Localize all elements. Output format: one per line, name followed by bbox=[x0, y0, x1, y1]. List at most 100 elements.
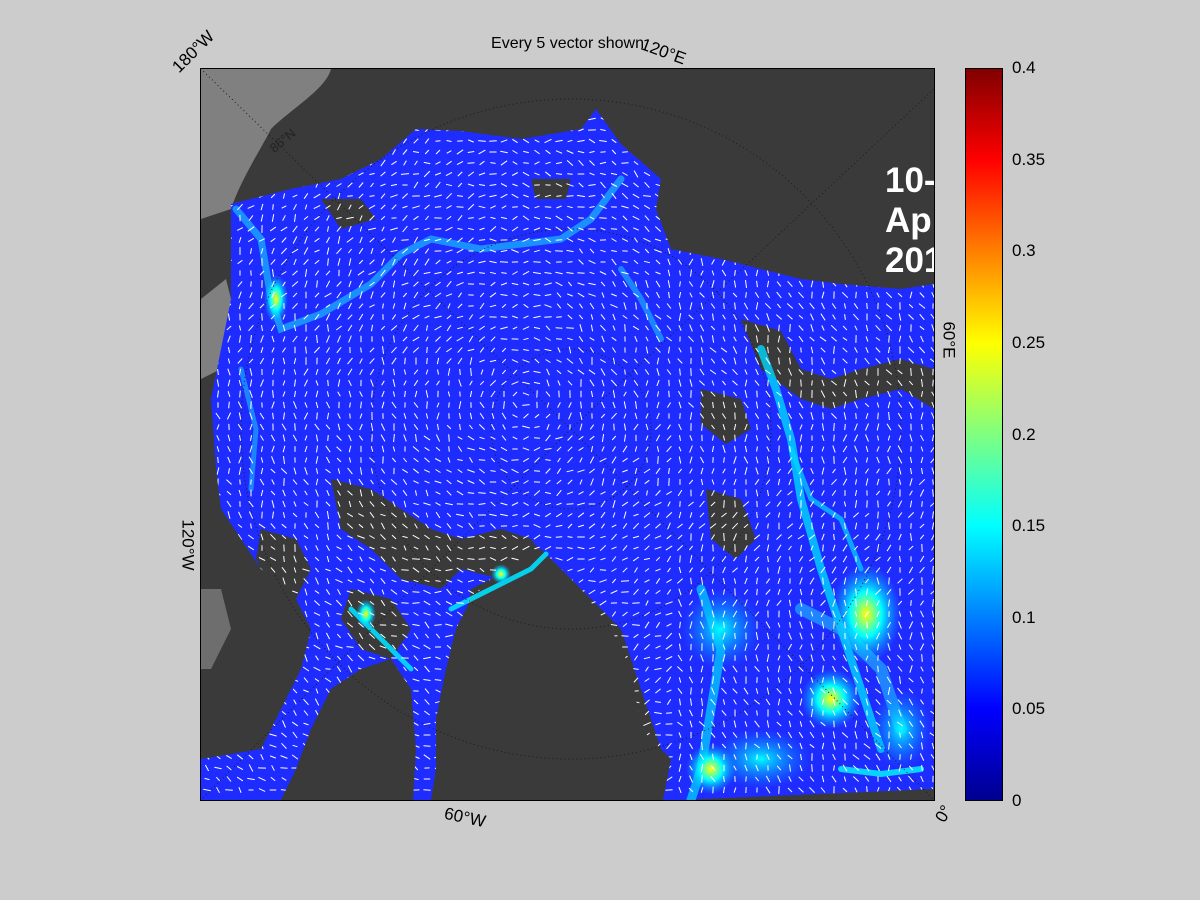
drift-vector bbox=[247, 205, 255, 209]
drift-vector bbox=[666, 578, 672, 584]
drift-vector bbox=[633, 170, 639, 178]
drift-vector bbox=[566, 491, 574, 495]
drift-vector bbox=[809, 720, 815, 728]
drift-vector bbox=[920, 511, 924, 519]
drift-vector bbox=[445, 579, 453, 583]
drift-vector bbox=[424, 480, 430, 484]
drift-vector bbox=[930, 456, 934, 464]
drift-vector bbox=[590, 390, 594, 398]
drift-vector bbox=[601, 468, 605, 474]
drift-vector bbox=[720, 347, 728, 353]
drift-vector bbox=[711, 556, 715, 562]
drift-vector bbox=[357, 589, 365, 595]
drift-vector bbox=[843, 501, 847, 507]
drift-vector bbox=[853, 303, 859, 309]
drift-vector bbox=[271, 357, 275, 365]
drift-vector bbox=[929, 732, 934, 738]
drift-vector bbox=[456, 160, 464, 166]
drift-vector bbox=[544, 545, 552, 551]
drift-vector bbox=[500, 282, 508, 286]
drift-vector bbox=[612, 500, 616, 508]
drift-vector bbox=[272, 369, 274, 375]
drift-vector bbox=[283, 456, 285, 464]
drift-vector bbox=[238, 412, 242, 420]
drift-vector bbox=[931, 391, 934, 397]
drift-vector bbox=[326, 247, 330, 255]
drift-vector bbox=[512, 326, 518, 330]
drift-vector bbox=[336, 655, 342, 661]
drift-vector bbox=[522, 370, 530, 374]
drift-vector bbox=[390, 227, 398, 231]
drift-vector bbox=[679, 743, 681, 749]
drift-vector bbox=[722, 468, 726, 474]
drift-vector bbox=[744, 764, 748, 772]
drift-vector bbox=[490, 281, 496, 287]
drift-vector bbox=[447, 303, 451, 309]
drift-vector bbox=[292, 194, 298, 198]
drift-vector bbox=[478, 503, 486, 505]
drift-vector bbox=[777, 335, 781, 343]
drift-vector bbox=[644, 611, 650, 617]
drift-vector bbox=[931, 401, 934, 409]
drift-vector bbox=[886, 566, 892, 574]
drift-vector bbox=[402, 523, 408, 529]
drift-vector bbox=[621, 501, 629, 507]
drift-vector bbox=[214, 766, 222, 770]
drift-vector bbox=[456, 567, 464, 573]
drift-vector bbox=[756, 423, 758, 431]
drift-vector bbox=[260, 390, 264, 398]
drift-vector bbox=[656, 303, 660, 309]
drift-vector bbox=[434, 315, 442, 319]
drift-vector bbox=[852, 698, 860, 706]
drift-vector bbox=[600, 281, 606, 287]
drift-vector bbox=[907, 589, 915, 595]
drift-vector bbox=[280, 755, 288, 759]
drift-vector bbox=[866, 302, 868, 310]
drift-vector bbox=[425, 523, 429, 529]
drift-vector bbox=[876, 676, 880, 684]
drift-vector bbox=[744, 434, 748, 442]
drift-vector bbox=[864, 380, 870, 386]
drift-vector bbox=[733, 423, 737, 431]
drift-vector bbox=[292, 688, 298, 694]
drift-vector bbox=[853, 710, 859, 716]
drift-vector bbox=[480, 390, 484, 398]
drift-vector bbox=[556, 303, 562, 309]
drift-vector bbox=[920, 610, 924, 618]
drift-vector bbox=[767, 424, 769, 430]
drift-vector bbox=[579, 423, 583, 431]
drift-vector bbox=[655, 701, 661, 703]
drift-vector bbox=[930, 346, 934, 354]
drift-vector bbox=[733, 313, 737, 321]
drift-vector bbox=[434, 238, 442, 242]
drift-vector bbox=[490, 205, 496, 209]
drift-vector bbox=[864, 357, 870, 365]
drift-vector bbox=[611, 138, 617, 144]
drift-vector bbox=[863, 743, 871, 749]
drift-vector bbox=[654, 249, 662, 253]
drift-vector bbox=[798, 302, 804, 310]
drift-vector bbox=[446, 490, 452, 496]
drift-vector bbox=[479, 359, 485, 363]
drift-vector bbox=[358, 259, 364, 265]
drift-vector bbox=[249, 347, 253, 353]
drift-vector bbox=[644, 579, 650, 583]
drift-vector bbox=[348, 379, 352, 387]
drift-vector bbox=[401, 589, 409, 595]
drift-vector bbox=[269, 733, 277, 737]
drift-vector bbox=[336, 183, 342, 187]
drift-vector bbox=[787, 314, 793, 320]
drift-vector bbox=[445, 502, 453, 506]
drift-vector bbox=[632, 602, 640, 604]
drift-vector bbox=[798, 369, 804, 375]
drift-vector bbox=[799, 577, 803, 585]
drift-vector bbox=[688, 402, 694, 408]
drift-vector bbox=[854, 401, 858, 409]
drift-vector bbox=[678, 401, 682, 409]
drift-vector bbox=[413, 281, 419, 287]
drift-vector bbox=[501, 303, 507, 309]
drift-vector bbox=[313, 666, 321, 672]
drift-vector bbox=[555, 557, 563, 561]
drift-vector bbox=[920, 335, 924, 343]
drift-vector bbox=[723, 776, 725, 782]
